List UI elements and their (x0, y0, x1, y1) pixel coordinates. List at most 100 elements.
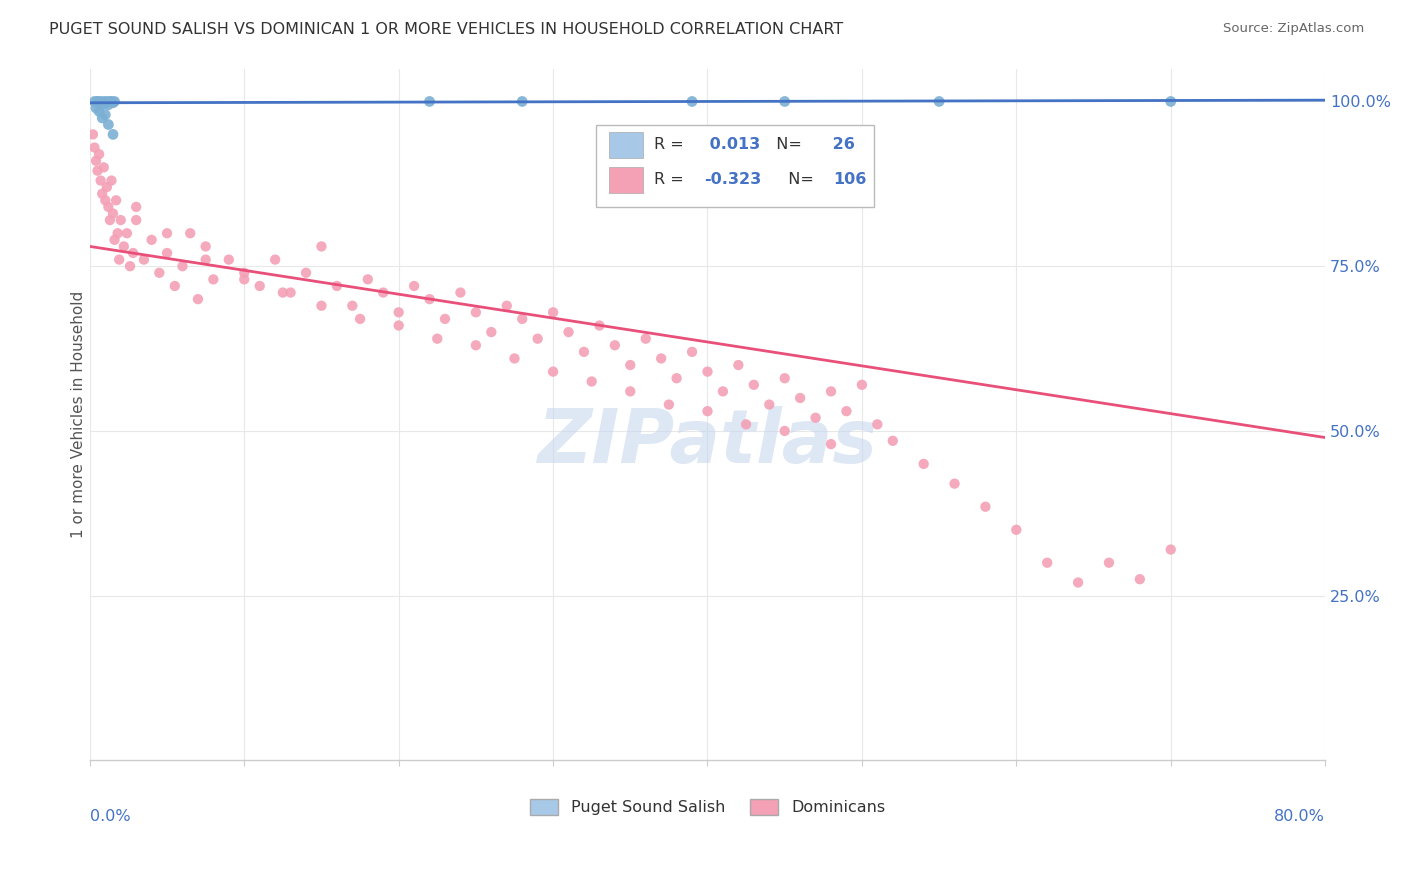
Point (541, 365, 564, 379)
Point (90, 173, 112, 187)
Point (105, 194, 128, 208)
Point (326, 279, 349, 293)
Point (280, 285, 302, 300)
Point (91, 111, 114, 125)
Point (665, 371, 688, 385)
Point (156, 246, 179, 260)
Point (851, 377, 873, 392)
Point (233, 272, 256, 286)
FancyBboxPatch shape (609, 132, 644, 159)
Text: -0.323: -0.323 (704, 172, 761, 186)
Point (194, 239, 217, 253)
Point (464, 305, 486, 319)
Point (603, 338, 626, 352)
Point (311, 239, 333, 253)
FancyBboxPatch shape (609, 167, 644, 193)
Point (108, 252, 131, 267)
Point (572, 344, 595, 359)
Text: 80.0%: 80.0% (1274, 809, 1324, 824)
Point (233, 266, 256, 280)
Point (98, 213, 121, 227)
Point (1036, 556, 1059, 570)
Point (1098, 556, 1121, 570)
Point (696, 365, 718, 379)
Point (163, 279, 186, 293)
Point (103, 233, 125, 247)
Point (172, 259, 194, 273)
Point (773, 424, 796, 438)
Point (112, 239, 135, 253)
Point (96, 180, 118, 194)
Point (820, 437, 842, 451)
Point (93, 161, 115, 175)
Point (148, 266, 170, 280)
Text: N=: N= (778, 172, 818, 186)
Point (758, 398, 780, 412)
Point (100, 173, 122, 187)
Text: ZIPatlas: ZIPatlas (537, 406, 877, 479)
Point (101, 128, 124, 142)
Point (91, 186, 114, 201)
Point (581, 375, 603, 389)
Point (218, 252, 240, 267)
Point (681, 344, 703, 359)
Point (342, 299, 364, 313)
Point (97, 118, 120, 132)
Point (125, 200, 148, 214)
Point (1005, 523, 1028, 537)
Point (156, 226, 179, 240)
Point (1129, 572, 1152, 586)
Text: 106: 106 (834, 172, 868, 186)
Point (194, 252, 217, 267)
Point (835, 404, 858, 418)
Point (295, 266, 318, 280)
Point (696, 404, 718, 418)
Point (804, 410, 827, 425)
Point (526, 332, 548, 346)
Point (311, 299, 333, 313)
Point (449, 285, 471, 300)
Point (742, 377, 765, 392)
Point (86, 95, 108, 109)
Point (619, 384, 641, 399)
Point (84, 153, 107, 168)
Point (83, 95, 105, 109)
Point (974, 500, 997, 514)
Point (820, 384, 842, 399)
Point (634, 332, 657, 346)
Point (773, 95, 796, 109)
Point (557, 325, 579, 339)
Point (1067, 575, 1090, 590)
Point (433, 312, 456, 326)
Point (87, 104, 110, 119)
Point (101, 95, 124, 110)
Point (541, 305, 564, 319)
Point (426, 332, 449, 346)
Point (271, 285, 294, 300)
Point (103, 95, 125, 109)
Point (464, 338, 486, 352)
Point (115, 226, 138, 240)
Text: 0.013: 0.013 (704, 137, 761, 153)
Legend: Puget Sound Salish, Dominicans: Puget Sound Salish, Dominicans (523, 792, 891, 822)
Text: 26: 26 (827, 137, 855, 153)
Point (107, 226, 129, 240)
Point (86, 95, 108, 109)
Point (419, 292, 441, 306)
Point (681, 95, 703, 109)
Point (495, 299, 517, 313)
Point (388, 318, 411, 333)
Point (419, 95, 441, 109)
Point (110, 213, 132, 227)
Point (510, 95, 533, 109)
Point (90, 95, 112, 109)
Point (101, 206, 124, 220)
Point (86, 163, 108, 178)
Point (943, 476, 966, 491)
Point (94, 194, 117, 208)
FancyBboxPatch shape (596, 125, 875, 207)
Point (82, 128, 104, 142)
Point (87, 95, 110, 110)
Point (94, 95, 117, 110)
Text: N=: N= (765, 137, 807, 153)
